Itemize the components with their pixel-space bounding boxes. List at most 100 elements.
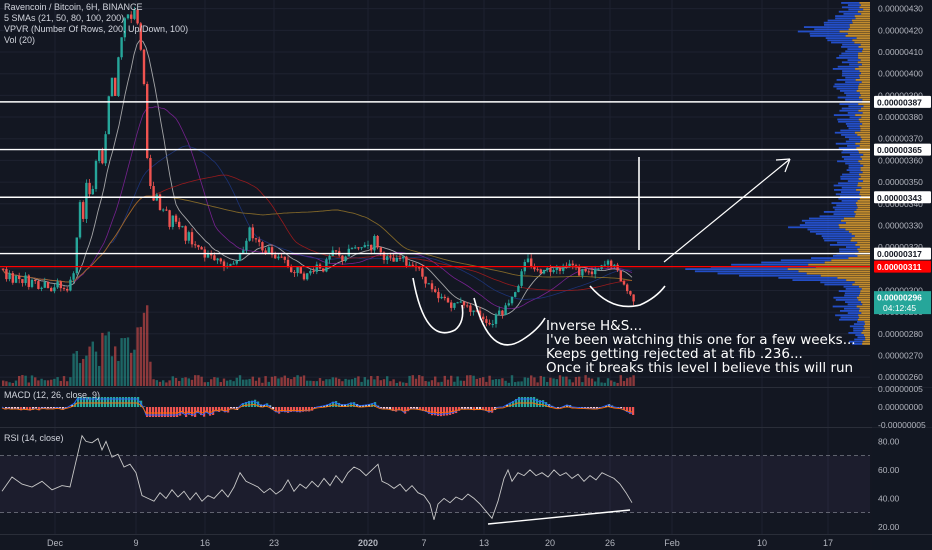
legend-vpvr[interactable]: VPVR (Number Of Rows, 200, Up/Down, 100) <box>4 24 189 34</box>
volume-bar <box>392 379 395 386</box>
volume-profile-bar-up <box>834 189 857 191</box>
candle-body <box>472 310 475 312</box>
resistance-tag <box>874 260 931 273</box>
candle-body <box>325 259 328 272</box>
volume-bar <box>565 376 568 386</box>
candle-body <box>174 215 178 222</box>
volume-profile-bar-down <box>856 90 870 92</box>
volume-profile-bar-up <box>848 138 862 141</box>
last-price-tag <box>874 291 931 315</box>
volume-profile-bar-down <box>861 138 870 141</box>
macd-histogram-bar <box>95 397 98 407</box>
volume-profile-bar-up <box>811 257 849 259</box>
volume-profile-bar-down <box>852 39 870 42</box>
volume-bar <box>363 377 366 386</box>
volume-profile-bar-up <box>841 200 858 202</box>
volume-profile-bar-down <box>861 116 870 119</box>
volume-profile-bar-down <box>860 162 870 165</box>
volume-profile-bar-down <box>863 325 870 328</box>
macd-histogram-bar <box>299 407 302 413</box>
volume-profile-bar-up <box>844 92 860 94</box>
candle-body <box>395 257 398 262</box>
volume-profile-bar-down <box>860 195 870 198</box>
macd-histogram-bar <box>14 407 17 410</box>
volume-bar <box>59 380 62 386</box>
candle-body <box>280 256 283 258</box>
volume-profile-bar-up <box>717 272 807 275</box>
level-tag <box>874 247 931 260</box>
volume-profile-bar-up <box>855 334 864 336</box>
volume-bar <box>267 381 270 386</box>
target-arrow-head <box>775 158 791 173</box>
candle-body <box>571 263 574 266</box>
candle-body <box>402 256 405 259</box>
volume-profile-bar-up <box>834 131 855 134</box>
time-tick-label: 10 <box>757 538 767 548</box>
volume-bar <box>85 355 88 386</box>
macd-histogram-bar <box>332 401 335 407</box>
candle-body <box>46 281 50 288</box>
macd-histogram-bar <box>527 397 530 407</box>
macd-tick-label: 0.00000000 <box>878 402 923 412</box>
volume-bar <box>75 351 78 386</box>
candle-body <box>619 270 622 282</box>
volume-profile-bar-down <box>855 114 870 116</box>
volume-profile-bar-up <box>836 79 856 81</box>
candle-body <box>181 226 184 228</box>
candle-body <box>546 268 549 271</box>
legend-sma[interactable]: 5 SMAs (21, 50, 80, 100, 200) <box>4 13 125 23</box>
volume-bar <box>2 380 5 386</box>
candle-body <box>552 269 555 273</box>
macd-histogram-bar <box>587 407 590 409</box>
macd-histogram-bar <box>233 407 236 409</box>
candle-body <box>581 269 584 276</box>
volume-bar <box>555 379 558 386</box>
legend-macd[interactable]: MACD (12, 26, close, 9) <box>4 390 101 400</box>
legend-vol[interactable]: Vol (20) <box>4 35 36 45</box>
candle-body <box>130 14 133 19</box>
volume-profile-bar-up <box>848 127 861 130</box>
macd-histogram-bar <box>110 397 113 407</box>
candle-body <box>18 275 21 280</box>
volume-profile-bar-down <box>857 241 870 244</box>
macd-histogram-bar <box>77 397 80 407</box>
legend-rsi[interactable]: RSI (14, close) <box>4 433 64 443</box>
candle-body <box>437 291 440 299</box>
volume-profile-bar-up <box>842 43 861 46</box>
volume-profile-bar-up <box>834 208 857 211</box>
candle-body <box>258 239 261 243</box>
volume-bar <box>427 381 430 386</box>
candle-body <box>334 250 338 252</box>
volume-profile-bar-down <box>856 189 870 191</box>
volume-profile-bar-down <box>863 8 870 11</box>
volume-profile-bar-up <box>820 281 855 284</box>
volume-profile-bar-down <box>845 35 870 37</box>
candle-body <box>267 247 270 254</box>
macd-histogram-bar <box>362 404 365 407</box>
volume-bar <box>389 381 392 386</box>
volume-profile-bar-down <box>848 257 870 259</box>
macd-histogram-bar <box>275 407 278 413</box>
level-tag <box>874 95 931 108</box>
candle-body <box>274 254 277 259</box>
legend-symbol[interactable]: Ravencoin / Bitcoin, 6H, BINANCE <box>4 2 143 12</box>
volume-profile-bar-up <box>840 129 861 132</box>
macd-histogram-bar <box>209 407 212 416</box>
volume-bar <box>238 375 242 386</box>
candle-body <box>386 256 389 261</box>
volume-profile-bar-down <box>859 76 870 79</box>
volume-bar <box>408 375 411 386</box>
volume-profile-bar-down <box>854 235 870 237</box>
volume-profile-bar-down <box>860 127 870 130</box>
volume-profile-bar-up <box>824 239 851 242</box>
volume-profile-bar-down <box>858 178 870 180</box>
candle-body <box>504 305 507 315</box>
macd-histogram-bar <box>134 397 137 407</box>
volume-bar <box>366 379 370 386</box>
volume-bar <box>296 375 299 386</box>
candle-body <box>379 247 382 253</box>
price-tick-label: 0.00000320 <box>878 242 923 252</box>
macd-histogram-bar <box>386 407 389 410</box>
volume-profile-bar-down <box>847 32 870 35</box>
candle-body <box>434 289 437 292</box>
